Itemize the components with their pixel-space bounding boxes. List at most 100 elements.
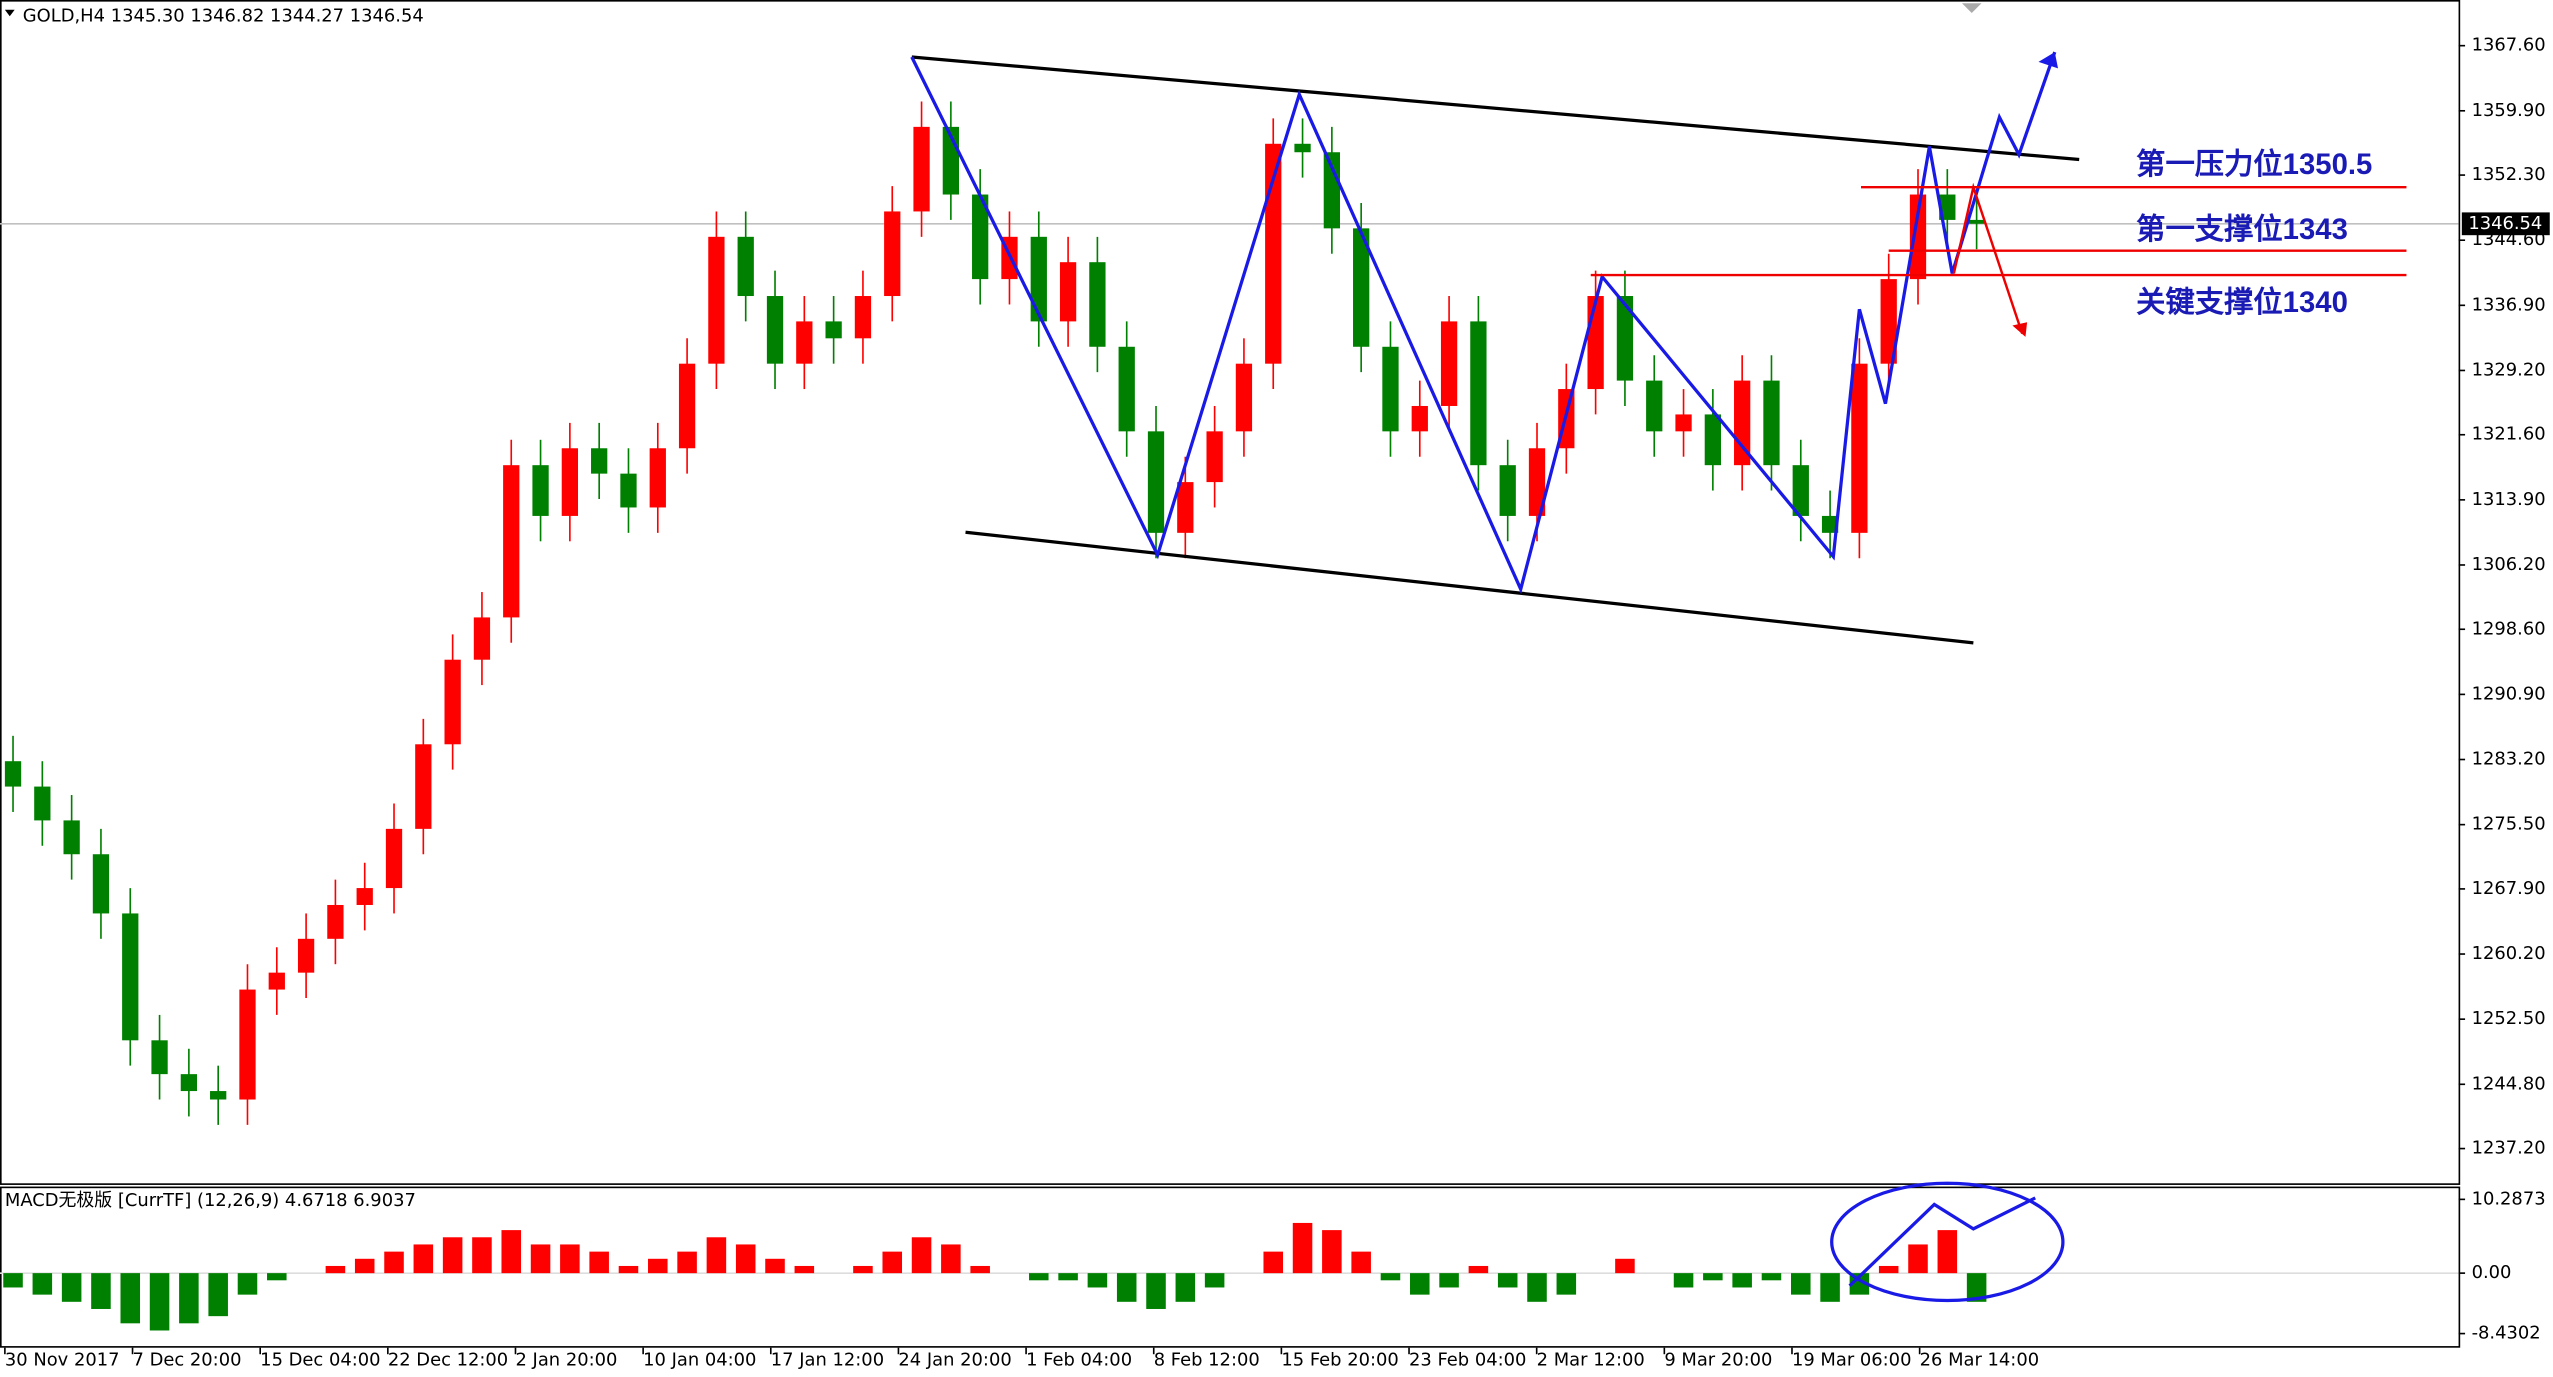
candle-body xyxy=(1470,321,1487,466)
macd-bar xyxy=(179,1273,199,1324)
y-tick-label: 1306.20 xyxy=(2472,554,2546,575)
x-tick-label: 26 Mar 14:00 xyxy=(1920,1350,2039,1371)
candle-body xyxy=(1147,431,1165,533)
x-tick-label: 9 Mar 20:00 xyxy=(1664,1350,1772,1371)
x-tick-label: 17 Jan 12:00 xyxy=(771,1350,884,1371)
macd-bar xyxy=(472,1237,492,1274)
candle-body xyxy=(796,321,813,364)
macd-bar xyxy=(765,1258,785,1274)
candle-body xyxy=(122,913,139,1041)
y-tick-label: 1252.50 xyxy=(2472,1008,2546,1029)
candle-body xyxy=(1675,414,1692,432)
candle-body xyxy=(972,194,989,280)
macd-bar xyxy=(1146,1273,1166,1309)
macd-bar xyxy=(1703,1273,1723,1281)
macd-bar xyxy=(1204,1273,1225,1288)
candle-body xyxy=(34,786,51,821)
y-tick-label: 1283.20 xyxy=(2472,749,2546,770)
macd-bar xyxy=(501,1230,522,1274)
candle-body xyxy=(1968,219,1985,224)
macd-bar xyxy=(120,1273,141,1324)
macd-bar xyxy=(560,1244,580,1274)
candle-body xyxy=(825,321,842,339)
macd-bar xyxy=(677,1251,697,1274)
macd-bar xyxy=(1468,1265,1489,1274)
candle-body xyxy=(1792,465,1809,516)
macd-bar xyxy=(1380,1273,1401,1281)
macd-bar xyxy=(1497,1273,1518,1288)
menu-arrow[interactable] xyxy=(4,9,15,17)
candle-body xyxy=(1411,405,1428,432)
candle-body xyxy=(1323,152,1340,229)
candle-body xyxy=(766,296,784,364)
macd-y-tick-label: 0.00 xyxy=(2472,1262,2512,1283)
macd-y-tick-label: -8.4302 xyxy=(2472,1323,2541,1344)
macd-bar xyxy=(941,1244,961,1274)
candle-body xyxy=(737,236,754,297)
highlight-ellipse xyxy=(1830,1181,2065,1303)
macd-bar xyxy=(1029,1273,1049,1281)
macd-bar xyxy=(1439,1273,1459,1288)
x-tick-label: 15 Feb 20:00 xyxy=(1281,1350,1398,1371)
shift-marker[interactable] xyxy=(1961,3,1982,14)
macd-bar xyxy=(1732,1273,1752,1288)
candle-body xyxy=(268,972,285,990)
candle-body xyxy=(1089,262,1106,347)
candle-body xyxy=(1206,431,1223,483)
candle-body xyxy=(1235,363,1253,432)
y-tick-label: 1275.50 xyxy=(2472,814,2546,835)
candle-body xyxy=(708,236,725,364)
macd-title: MACD无极版 [CurrTF] (12,26,9) 4.6718 6.9037 xyxy=(5,1190,416,1211)
macd-bar xyxy=(1820,1273,1840,1302)
macd-bar xyxy=(442,1237,463,1274)
macd-pane xyxy=(0,1186,2461,1348)
y-tick-label: 1260.20 xyxy=(2472,943,2546,964)
macd-bar xyxy=(1673,1273,1694,1288)
macd-bar xyxy=(354,1258,375,1274)
x-tick-label: 2 Mar 12:00 xyxy=(1537,1350,1645,1371)
macd-bar xyxy=(1966,1273,1987,1302)
candle-body xyxy=(1587,296,1604,390)
candle-body xyxy=(503,465,520,618)
y-tick-label: 1321.60 xyxy=(2472,424,2546,445)
candle-body xyxy=(239,989,256,1100)
macd-sketch xyxy=(1848,1196,2036,1288)
candle-body xyxy=(1851,363,1868,533)
candle-body xyxy=(63,820,80,855)
candle-body xyxy=(1440,321,1458,406)
macd-bar xyxy=(530,1244,551,1274)
candle-body xyxy=(385,828,403,889)
macd-bar xyxy=(794,1265,815,1274)
candle-body xyxy=(1059,262,1077,322)
macd-bar xyxy=(325,1265,346,1274)
macd-bar xyxy=(1175,1273,1196,1302)
candle-body xyxy=(327,904,344,939)
macd-bar xyxy=(413,1244,434,1274)
symbol-header: GOLD,H4 1345.30 1346.82 1344.27 1346.54 xyxy=(23,5,424,26)
x-tick-label: 10 Jan 04:00 xyxy=(643,1350,756,1371)
candle-body xyxy=(561,448,579,516)
candle-body xyxy=(1382,346,1399,432)
price-box-label: 1346.54 xyxy=(2468,213,2542,234)
candle-body xyxy=(1880,279,1897,364)
x-tick-label: 8 Feb 12:00 xyxy=(1154,1350,1260,1371)
candle-body xyxy=(913,126,930,212)
macd-bar xyxy=(1791,1273,1811,1295)
annotation: 第一支撑位1343 xyxy=(2136,212,2348,246)
macd-bar xyxy=(911,1237,932,1274)
main-pane xyxy=(0,0,2461,1185)
macd-bar xyxy=(1322,1230,1342,1274)
candle-body xyxy=(1616,296,1634,381)
macd-bar xyxy=(882,1251,903,1274)
y-tick-label: 1313.90 xyxy=(2472,489,2546,510)
macd-bar xyxy=(237,1273,258,1295)
candle-body xyxy=(1909,194,1927,280)
macd-bar xyxy=(1351,1251,1371,1274)
price-box xyxy=(2461,212,2550,236)
y-tick-label: 1244.80 xyxy=(2472,1073,2546,1094)
macd-bar xyxy=(149,1273,170,1331)
macd-bar xyxy=(589,1251,609,1274)
macd-bar xyxy=(735,1244,756,1274)
